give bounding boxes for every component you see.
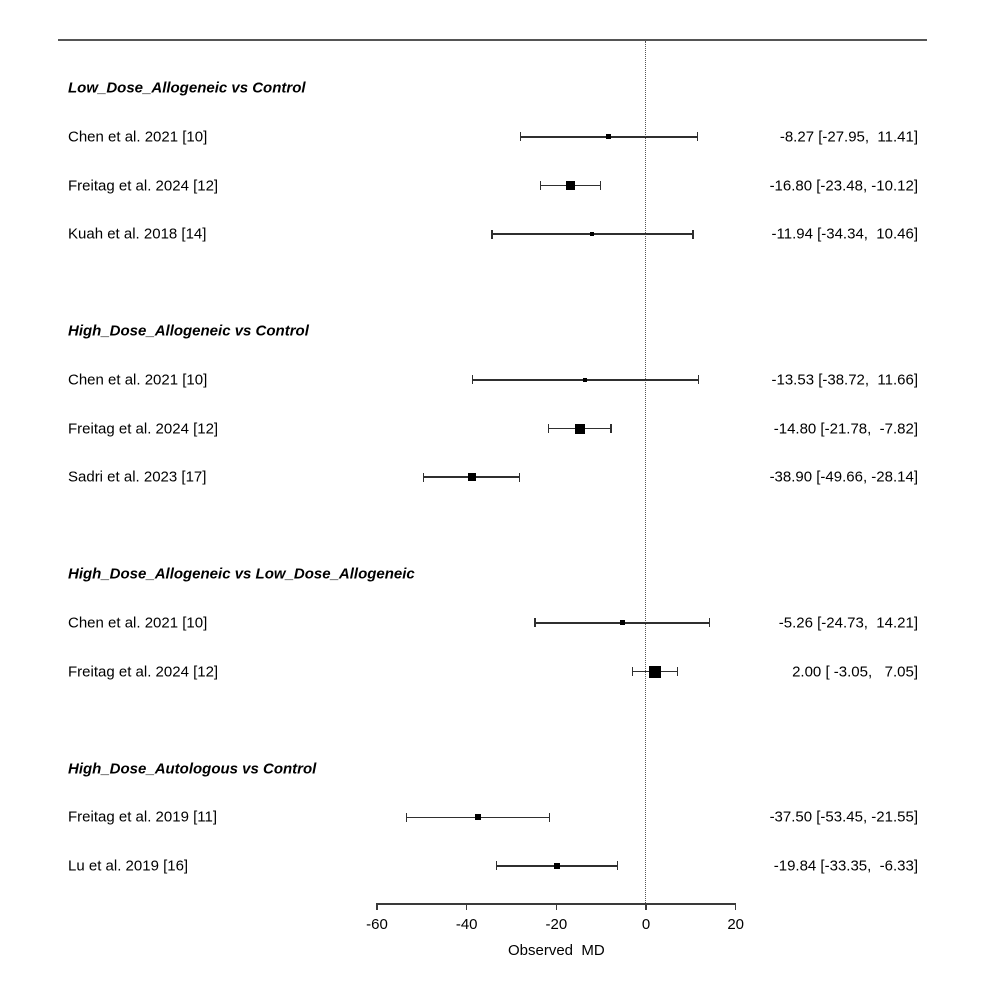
ci-cap-right: [610, 424, 612, 433]
study-label: Chen et al. 2021 [10]: [68, 128, 208, 146]
x-axis-tick: [376, 903, 378, 910]
study-label: Freitag et al. 2024 [12]: [68, 177, 219, 194]
ci-cap-right: [709, 618, 711, 628]
ci-cap-right: [696, 132, 698, 142]
estimate-square: [474, 814, 481, 821]
estimate-square: [554, 862, 561, 869]
x-axis-tick: [734, 903, 737, 910]
ci-cap-left: [422, 472, 425, 482]
study-label: Freitag et al. 2024 [12]: [68, 663, 219, 680]
ci-text: -16.80 [-23.48, -10.12]: [769, 177, 918, 194]
ci-cap-right: [599, 181, 602, 190]
ci-cap-right: [692, 229, 694, 239]
ci-text: -19.84 [-33.35, -6.33]: [773, 857, 918, 875]
estimate-square: [583, 377, 588, 382]
ci-text: -11.94 [-34.34, 10.46]: [771, 225, 919, 243]
study-label: Lu et al. 2019 [16]: [68, 857, 189, 875]
x-axis-title: Observed MD: [507, 942, 605, 959]
ci-cap-left: [471, 375, 474, 385]
ci-cap-left: [495, 861, 498, 871]
ci-cap-right: [697, 375, 699, 385]
study-label: Kuah et al. 2018 [14]: [68, 225, 207, 243]
ci-text: -5.26 [-24.73, 14.21]: [778, 614, 918, 632]
x-axis-tick-label: 0: [641, 916, 651, 933]
ci-cap-left: [631, 667, 633, 676]
ci-cap-right: [548, 812, 551, 822]
ci-cap-right: [676, 667, 679, 676]
zero-reference-line: [645, 41, 647, 903]
ci-cap-right: [616, 861, 619, 871]
ci-text: -38.90 [-49.66, -28.14]: [769, 468, 918, 486]
group-header: High_Dose_Autologous vs Control: [68, 760, 317, 778]
x-axis-tick: [465, 903, 468, 910]
ci-cap-left: [534, 618, 536, 628]
estimate-square: [590, 232, 595, 237]
x-axis-tick: [555, 903, 558, 910]
ci-cap-left: [547, 424, 549, 433]
top-rule: [58, 39, 927, 41]
group-header: High_Dose_Allogeneic vs Control: [68, 322, 309, 340]
x-axis-tick-label: 20: [727, 916, 744, 933]
x-axis-tick-label: -20: [545, 916, 568, 933]
x-axis-tick-label: -60: [366, 916, 388, 933]
study-label: Freitag et al. 2024 [12]: [68, 420, 219, 437]
study-label: Freitag et al. 2019 [11]: [68, 808, 217, 826]
ci-text: -8.27 [-27.95, 11.41]: [779, 128, 918, 146]
estimate-square: [467, 473, 476, 482]
study-label: Chen et al. 2021 [10]: [68, 614, 208, 632]
estimate-square: [619, 620, 625, 626]
x-axis-tick: [645, 903, 647, 910]
ci-cap-right: [519, 472, 521, 482]
study-label: Chen et al. 2021 [10]: [68, 371, 208, 389]
study-label: Sadri et al. 2023 [17]: [68, 468, 207, 486]
ci-cap-left: [520, 132, 522, 142]
estimate-square: [574, 423, 585, 434]
estimate-square: [648, 665, 661, 678]
ci-text: -37.50 [-53.45, -21.55]: [769, 808, 918, 826]
ci-cap-left: [491, 229, 493, 239]
ci-text: 2.00 [ -3.05, 7.05]: [792, 663, 918, 680]
x-axis-tick-label: -40: [455, 916, 478, 933]
estimate-square: [606, 134, 612, 140]
ci-cap-left: [405, 812, 408, 822]
group-header: Low_Dose_Allogeneic vs Control: [68, 79, 306, 97]
ci-cap-left: [540, 181, 542, 190]
group-header: High_Dose_Allogeneic vs Low_Dose_Allogen…: [68, 565, 415, 583]
estimate-square: [566, 181, 576, 190]
ci-text: -14.80 [-21.78, -7.82]: [773, 420, 918, 437]
ci-text: -13.53 [-38.72, 11.66]: [771, 371, 919, 389]
